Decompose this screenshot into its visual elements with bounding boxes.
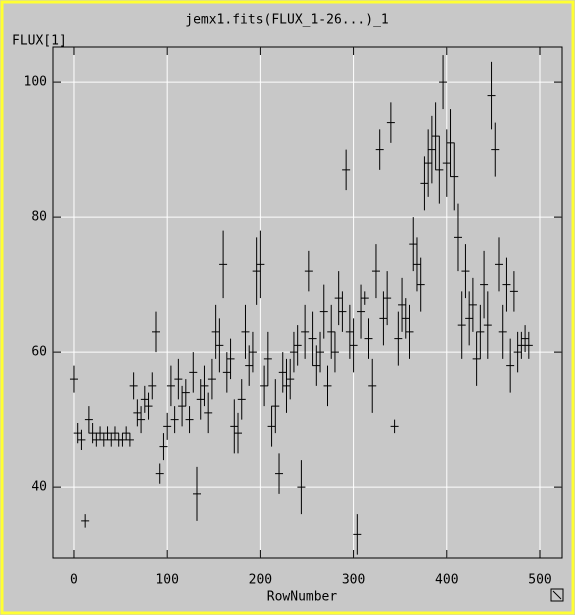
resize-arrow[interactable] bbox=[552, 590, 562, 600]
y-tick-label: 80 bbox=[31, 210, 47, 225]
x-tick-label: 300 bbox=[342, 573, 365, 588]
x-tick-label: 0 bbox=[70, 573, 78, 588]
x-tick-label: 400 bbox=[435, 573, 458, 588]
chart-title: jemx1.fits(FLUX_1-26...)_1 bbox=[185, 13, 389, 28]
y-axis-label: FLUX[1] bbox=[12, 34, 67, 49]
x-tick-label: 500 bbox=[528, 573, 551, 588]
x-axis-label: RowNumber bbox=[267, 590, 338, 605]
x-tick-label: 200 bbox=[249, 573, 272, 588]
y-tick-label: 40 bbox=[31, 480, 47, 495]
x-tick-label: 100 bbox=[155, 573, 178, 588]
y-tick-label: 100 bbox=[24, 75, 47, 90]
resize-icon[interactable] bbox=[550, 588, 564, 602]
y-tick-label: 60 bbox=[31, 345, 47, 360]
plot-area bbox=[52, 46, 563, 559]
